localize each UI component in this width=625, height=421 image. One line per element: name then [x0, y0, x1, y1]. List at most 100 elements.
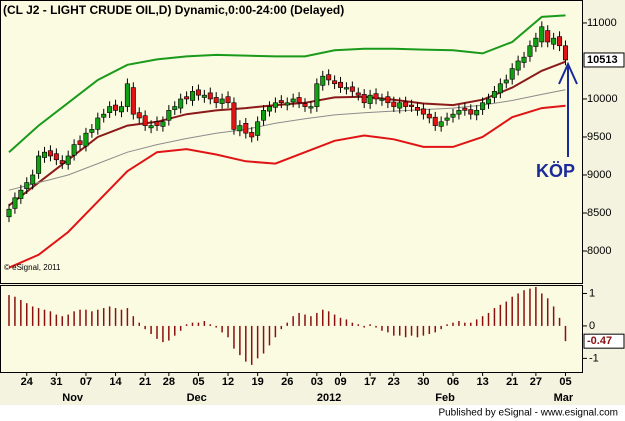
candle-body — [414, 107, 420, 111]
x-tick-label: 19 — [252, 376, 264, 388]
candle-body — [160, 121, 166, 127]
candle-body — [184, 96, 190, 100]
candle-body — [178, 98, 184, 109]
histogram-bar — [316, 312, 318, 326]
histogram-bar — [168, 325, 170, 341]
histogram-bar — [475, 319, 478, 326]
candle-body — [480, 102, 486, 110]
annotation: KÖP — [536, 161, 575, 181]
candle-body — [397, 102, 403, 109]
x-tick-label: 28 — [163, 376, 175, 388]
candle-body — [314, 83, 320, 107]
histogram-bar — [541, 293, 543, 326]
histogram-bar — [156, 325, 158, 339]
candle-body — [24, 182, 30, 189]
histogram-bar — [381, 325, 383, 331]
histogram-bar — [339, 317, 342, 326]
candle-body — [533, 37, 539, 47]
histogram-bar — [55, 314, 58, 326]
histogram-bar — [120, 309, 123, 326]
candle-body — [142, 115, 148, 126]
x-tick-label: 24 — [21, 376, 34, 388]
histogram-bar — [351, 322, 354, 326]
last-value-label: -0.47 — [587, 335, 612, 347]
candle-body — [539, 26, 545, 43]
histogram-bar — [215, 325, 217, 328]
histogram-bar — [363, 325, 365, 328]
histogram-bar — [487, 312, 490, 326]
histogram-bar — [511, 296, 513, 326]
candle-body — [124, 83, 130, 107]
candle-body — [290, 98, 296, 103]
histogram-bar — [298, 312, 300, 326]
histogram-bar — [262, 325, 265, 354]
histogram-bar — [375, 325, 377, 328]
histogram-bar — [162, 325, 164, 343]
month-label: 2012 — [317, 392, 341, 404]
last-value-box — [583, 52, 625, 68]
candle-body — [6, 208, 12, 218]
candle-body — [255, 121, 261, 136]
candle-body — [432, 116, 438, 126]
price-panel — [0, 0, 583, 284]
histogram-bar — [102, 308, 105, 326]
candle-body — [266, 106, 272, 112]
candle-body — [515, 60, 521, 71]
histogram-bar — [79, 309, 81, 326]
histogram-bar — [535, 286, 537, 326]
candle-body — [486, 98, 492, 104]
candle-body — [444, 117, 450, 121]
candle-body — [385, 96, 391, 104]
histogram-bar — [209, 324, 212, 326]
candle-body — [53, 153, 59, 161]
histogram-bar — [505, 301, 508, 326]
histogram-bar — [26, 303, 28, 326]
candle-body — [426, 113, 432, 119]
candle-body — [367, 94, 373, 104]
histogram-bar — [91, 311, 93, 326]
candle-body — [12, 197, 18, 209]
histogram-bar — [203, 321, 206, 326]
candle-body — [332, 80, 338, 85]
candle-body — [30, 174, 36, 185]
x-tick-label: 21 — [139, 376, 151, 388]
candle-body — [47, 150, 53, 157]
candle-body — [491, 91, 497, 98]
candle-body — [237, 125, 243, 132]
candle-body — [503, 79, 509, 84]
histogram-bar — [345, 319, 348, 326]
x-tick-label: 30 — [417, 376, 429, 388]
histogram-bar — [333, 314, 336, 326]
histogram-bar — [174, 325, 176, 336]
histogram-bar — [67, 314, 69, 326]
histogram-bar — [132, 316, 135, 326]
candle-body — [166, 110, 172, 121]
histogram-bar — [126, 308, 129, 326]
histogram-bar — [369, 324, 371, 326]
candle-body — [36, 155, 42, 174]
histogram-bar — [428, 325, 431, 335]
candle-body — [320, 75, 326, 86]
candle-body — [219, 98, 225, 104]
histogram-bar — [564, 325, 567, 342]
candle-body — [231, 102, 237, 130]
band-line — [8, 14, 566, 153]
candle-body — [557, 36, 563, 47]
candle-body — [172, 106, 178, 110]
candle-body — [450, 113, 456, 118]
chart-title: (CL J2 - LIGHT CRUDE OIL,D) Dynamic,0:00… — [3, 3, 344, 17]
histogram-bar — [464, 322, 466, 326]
x-tick-label: 12 — [222, 376, 234, 388]
candle-body — [391, 101, 397, 107]
x-tick-label: 27 — [530, 376, 542, 388]
histogram-bar — [73, 311, 75, 326]
histogram-bar — [393, 325, 395, 336]
candle-body — [338, 81, 344, 88]
histogram-bar — [558, 317, 561, 326]
month-label: Nov — [62, 392, 84, 404]
candle-body — [420, 108, 426, 115]
histogram-bar — [114, 308, 117, 326]
histogram-bar — [410, 325, 413, 336]
candle-body — [349, 86, 355, 92]
